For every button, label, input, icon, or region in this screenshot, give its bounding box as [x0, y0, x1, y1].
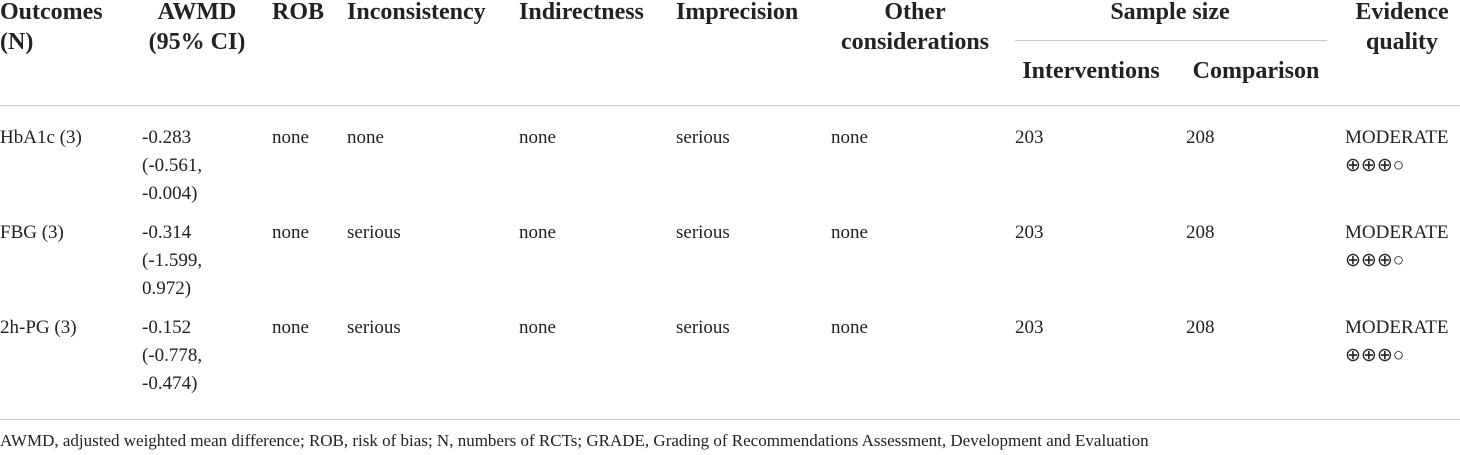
column-header: Imprecision: [676, 0, 799, 25]
column-header: Other: [884, 0, 946, 25]
table-cell: 203: [1015, 127, 1044, 148]
subcolumn-header: Comparison: [1192, 58, 1320, 84]
table-cell: ⊕⊕⊕○: [1345, 250, 1405, 271]
table-cell: none: [831, 127, 868, 148]
table-cell: 208: [1186, 317, 1215, 338]
table-cell: serious: [347, 317, 401, 338]
table-cell: none: [272, 222, 309, 243]
table-cell: ⊕⊕⊕○: [1345, 155, 1405, 176]
table-cell: none: [272, 317, 309, 338]
column-header: Evidence: [1355, 0, 1449, 25]
table-cell: serious: [676, 317, 730, 338]
table-cell: none: [519, 222, 556, 243]
column-header: quality: [1365, 29, 1439, 55]
table-cell: MODERATE: [1345, 317, 1449, 338]
table-cell: -0.004): [142, 183, 198, 204]
table-cell: -0.474): [142, 373, 198, 394]
table-cell: (-1.599,: [142, 250, 203, 271]
table-cell: 203: [1015, 222, 1044, 243]
table-cell: none: [831, 317, 868, 338]
column-header: (N): [0, 29, 34, 55]
table-cell: -0.314: [142, 222, 192, 243]
table-cell: MODERATE: [1345, 222, 1449, 243]
table-cell: ⊕⊕⊕○: [1345, 345, 1405, 366]
table-cell: 2h-PG (3): [0, 317, 77, 338]
column-header: AWMD: [157, 0, 237, 25]
group-rule: [1015, 40, 1327, 41]
column-header: (95% CI): [148, 29, 246, 55]
table-cell: none: [519, 317, 556, 338]
table-cell: -0.152: [142, 317, 192, 338]
table-cell: FBG (3): [0, 222, 64, 243]
group-header: Sample size: [1110, 0, 1230, 25]
table-cell: 208: [1186, 127, 1215, 148]
column-header: ROB: [272, 0, 325, 25]
table-cell: 0.972): [142, 278, 192, 299]
table-cell: none: [347, 127, 384, 148]
table-cell: (-0.778,: [142, 345, 203, 366]
table-cell: 208: [1186, 222, 1215, 243]
table-cell: 203: [1015, 317, 1044, 338]
footnote: AWMD, adjusted weighted mean difference;…: [0, 431, 1149, 450]
table-cell: serious: [676, 222, 730, 243]
table-cell: none: [831, 222, 868, 243]
column-header: Inconsistency: [347, 0, 486, 25]
table-cell: -0.283: [142, 127, 192, 148]
column-header: Indirectness: [519, 0, 644, 25]
table-cell: HbA1c (3): [0, 127, 82, 148]
table-cell: serious: [347, 222, 401, 243]
column-header: considerations: [840, 29, 990, 55]
bottom-rule: [0, 419, 1460, 420]
header-rule: [0, 105, 1460, 106]
table-cell: none: [519, 127, 556, 148]
table-cell: none: [272, 127, 309, 148]
table-cell: (-0.561,: [142, 155, 203, 176]
table-cell: MODERATE: [1345, 127, 1449, 148]
column-header: Outcomes: [0, 0, 103, 25]
table-cell: serious: [676, 127, 730, 148]
subcolumn-header: Interventions: [1022, 58, 1160, 84]
